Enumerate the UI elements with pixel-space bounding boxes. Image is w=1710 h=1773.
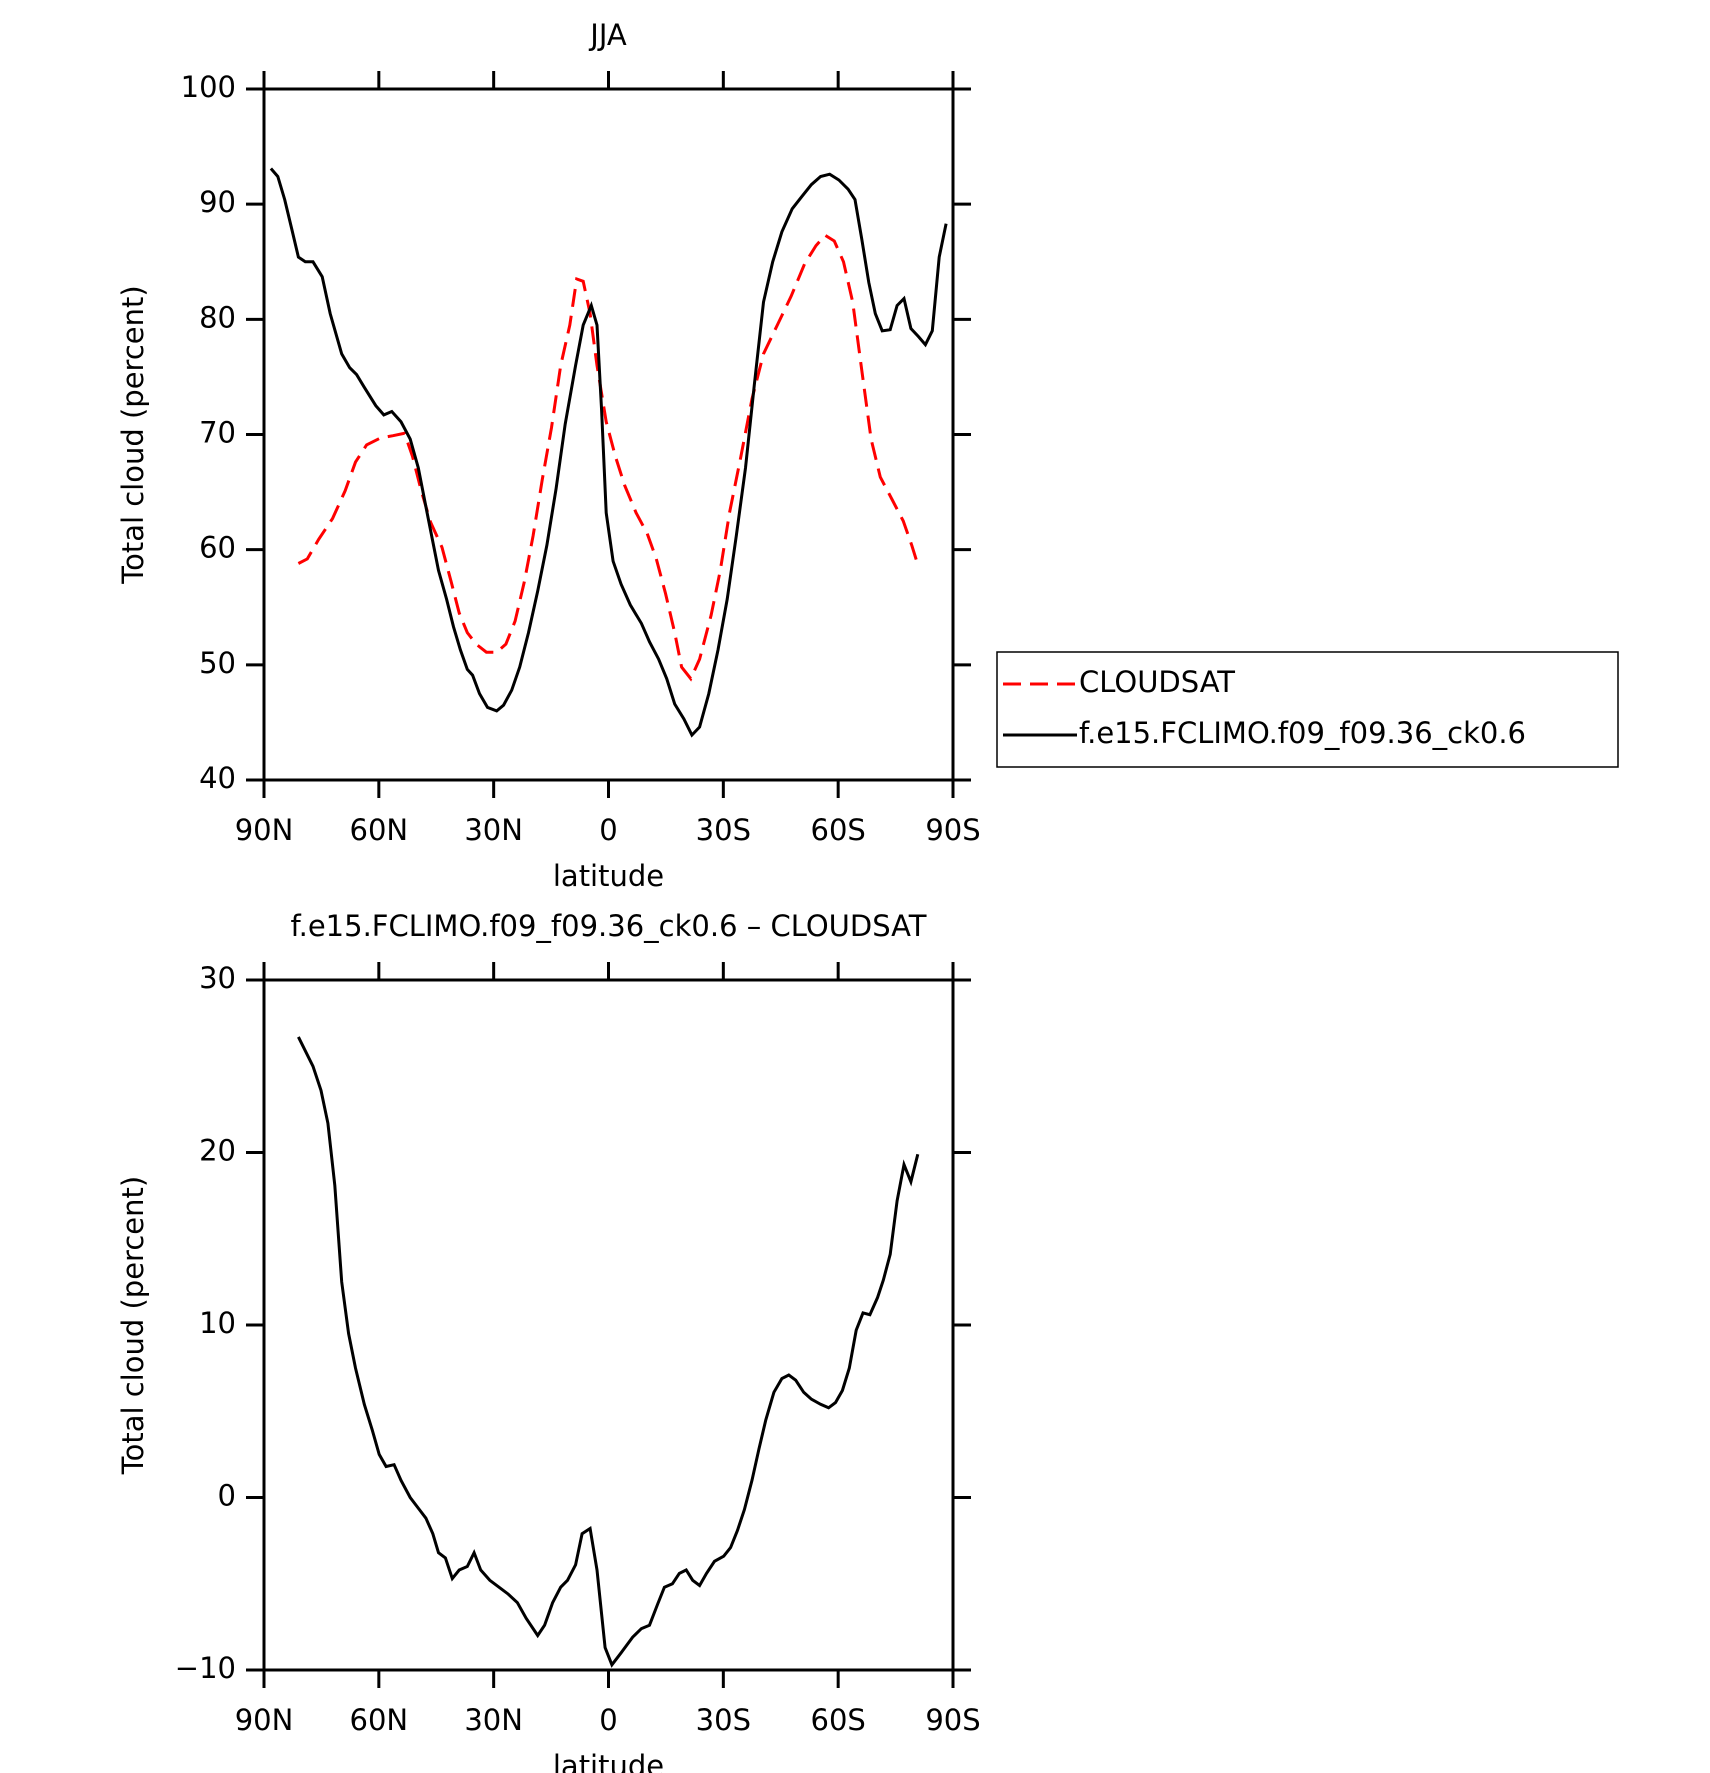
x-tick-label: 30N [464, 813, 523, 847]
y-tick-label: 90 [199, 185, 236, 219]
x-axis-label: latitude [553, 1749, 664, 1773]
y-axis-label: Total cloud (percent) [116, 1176, 150, 1475]
legend-box [996, 651, 1619, 768]
legend-label: f.e15.FCLIMO.f09_f09.36_ck0.6 [1079, 716, 1526, 750]
y-tick-label: 40 [199, 761, 236, 795]
y-tick-label: 30 [199, 961, 236, 995]
x-tick-label: 60S [811, 813, 866, 847]
x-tick-label: 90N [235, 813, 294, 847]
y-axis-label: Total cloud (percent) [116, 285, 150, 584]
x-tick-label: 30S [696, 813, 751, 847]
y-tick-label: 60 [199, 531, 236, 565]
y-tick-label: 80 [199, 300, 236, 334]
x-tick-label: 30S [696, 1703, 751, 1737]
x-tick-label: 0 [599, 813, 617, 847]
y-tick-label: 10 [199, 1306, 236, 1340]
y-tick-label: −10 [175, 1651, 236, 1685]
x-tick-label: 30N [464, 1703, 523, 1737]
data-line [269, 167, 948, 738]
y-tick-label: 50 [199, 646, 236, 680]
x-tick-label: 60N [350, 813, 409, 847]
x-tick-label: 90S [925, 1703, 980, 1737]
y-tick-label: 100 [181, 70, 236, 104]
plot-frame [262, 87, 955, 782]
x-tick-label: 90N [235, 1703, 294, 1737]
y-tick-label: 20 [199, 1134, 236, 1168]
data-line [297, 233, 920, 682]
chart-title: JJA [588, 18, 627, 52]
legend-label: CLOUDSAT [1079, 665, 1235, 699]
y-tick-label: 0 [218, 1479, 236, 1513]
x-tick-label: 0 [599, 1703, 617, 1737]
x-axis-label: latitude [553, 859, 664, 893]
data-line [297, 1036, 920, 1668]
chart-title: f.e15.FCLIMO.f09_f09.36_ck0.6 – CLOUDSAT [291, 909, 927, 943]
y-tick-label: 70 [199, 416, 236, 450]
x-tick-label: 60N [350, 1703, 409, 1737]
x-tick-label: 60S [811, 1703, 866, 1737]
plot-frame [262, 978, 955, 1672]
x-tick-label: 90S [925, 813, 980, 847]
